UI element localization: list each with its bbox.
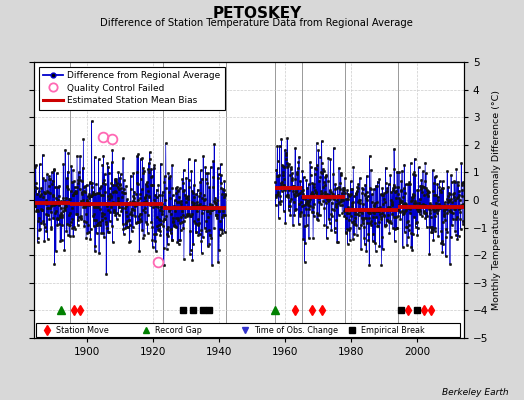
Y-axis label: Monthly Temperature Anomaly Difference (°C): Monthly Temperature Anomaly Difference (… — [493, 90, 501, 310]
Legend: Difference from Regional Average, Quality Control Failed, Estimated Station Mean: Difference from Regional Average, Qualit… — [39, 66, 225, 110]
Text: Record Gap: Record Gap — [155, 326, 202, 335]
Text: Station Move: Station Move — [57, 326, 109, 335]
Text: Berkeley Earth: Berkeley Earth — [442, 388, 508, 397]
Text: Difference of Station Temperature Data from Regional Average: Difference of Station Temperature Data f… — [100, 18, 413, 28]
Text: Empirical Break: Empirical Break — [362, 326, 425, 335]
FancyBboxPatch shape — [36, 323, 461, 338]
Text: Time of Obs. Change: Time of Obs. Change — [254, 326, 338, 335]
Text: PETOSKEY: PETOSKEY — [212, 6, 301, 21]
